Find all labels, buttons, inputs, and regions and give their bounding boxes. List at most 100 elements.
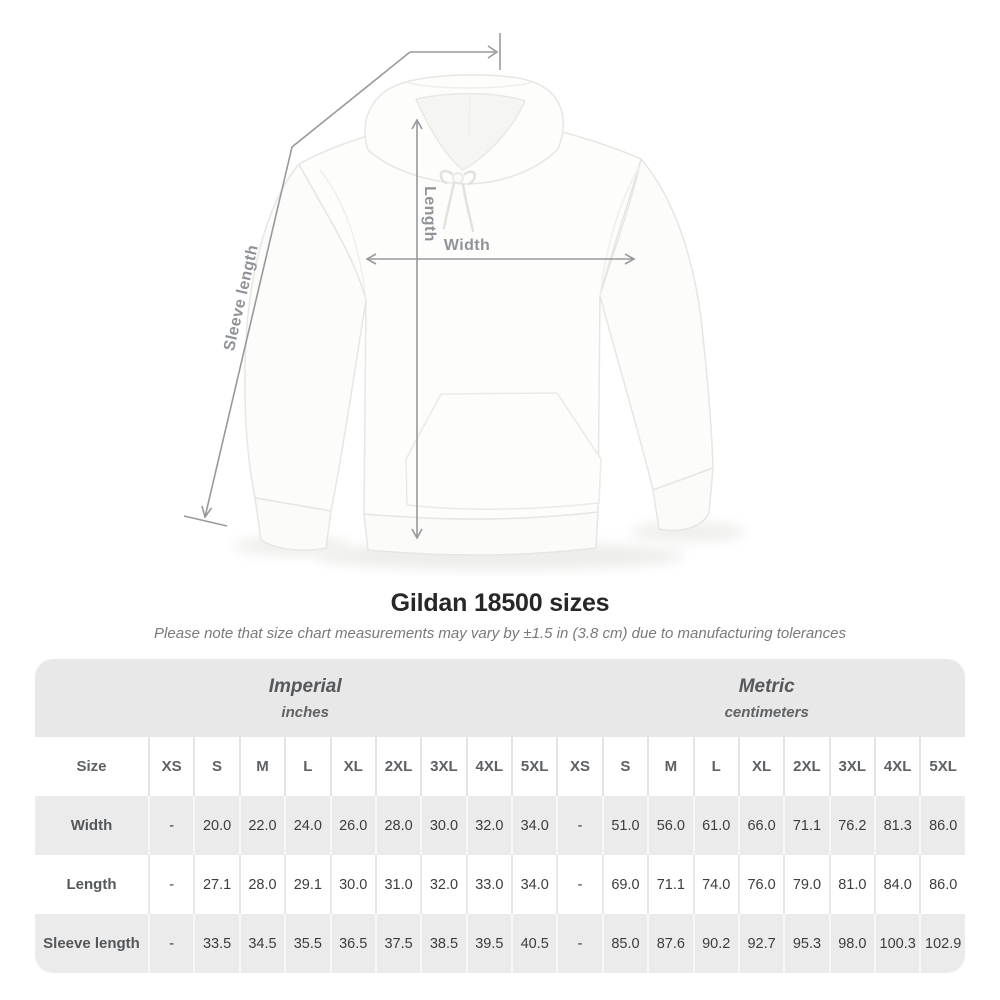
band-corner-cell bbox=[35, 659, 148, 737]
data-cell: 39.5 bbox=[465, 914, 511, 973]
size-col-metric-5xl: 5XL bbox=[919, 737, 965, 796]
imperial-title: Imperial bbox=[268, 675, 342, 697]
data-cell: - bbox=[556, 796, 602, 855]
data-cell: 35.5 bbox=[284, 914, 330, 973]
size-col-metric-4xl: 4XL bbox=[874, 737, 920, 796]
width-label: Width bbox=[443, 237, 491, 254]
data-cell: 71.1 bbox=[783, 796, 829, 855]
size-col-metric-s: S bbox=[601, 737, 648, 796]
sleeve-length-arrow bbox=[183, 33, 501, 527]
data-cell: 34.5 bbox=[238, 914, 285, 973]
data-cell: 26.0 bbox=[329, 796, 375, 855]
data-cell: - bbox=[556, 914, 602, 973]
imperial-subtitle: inches bbox=[281, 703, 329, 721]
data-cell: 32.0 bbox=[420, 855, 466, 914]
data-cell: 33.5 bbox=[193, 914, 239, 973]
data-cell: 86.0 bbox=[919, 796, 965, 855]
data-cell: 69.0 bbox=[601, 855, 648, 914]
page-title: Gildan 18500 sizes bbox=[390, 589, 610, 617]
size-chart-page: Sleeve length Length Width Gildan 18500 … bbox=[35, 33, 965, 973]
size-col-imperial-4xl: 4XL bbox=[465, 737, 511, 796]
data-cell: - bbox=[148, 914, 194, 973]
unit-band-row: Imperial inches Metric centimeters bbox=[35, 659, 965, 737]
data-cell: - bbox=[148, 855, 194, 914]
size-col-metric-xl: XL bbox=[737, 737, 784, 796]
data-cell: 100.3 bbox=[874, 914, 920, 973]
data-cell: 85.0 bbox=[601, 914, 648, 973]
tolerance-note: Please note that size chart measurements… bbox=[154, 625, 846, 642]
size-col-metric-2xl: 2XL bbox=[783, 737, 829, 796]
data-cell: 28.0 bbox=[238, 855, 285, 914]
data-cell: 90.2 bbox=[692, 914, 738, 973]
data-cell: 92.7 bbox=[737, 914, 784, 973]
data-cell: 22.0 bbox=[238, 796, 285, 855]
table-row-width: Width -20.0 22.0 24.0 26.0 28.0 30.0 32.0 34.0-5… bbox=[35, 796, 965, 855]
data-cell: 71.1 bbox=[647, 855, 693, 914]
data-cell: 34.0 bbox=[511, 855, 557, 914]
table-row-length: Length -27.1 28.0 29.1 30.0 31.0 32.0 33.0 34.0-… bbox=[35, 855, 965, 914]
data-cell: 37.5 bbox=[374, 914, 421, 973]
data-cell: - bbox=[556, 855, 602, 914]
metric-header: Metric centimeters bbox=[556, 659, 965, 737]
row-label: Width bbox=[35, 796, 148, 855]
size-col-metric-m: M bbox=[647, 737, 693, 796]
data-cell: 56.0 bbox=[647, 796, 693, 855]
hoodie-sleeves bbox=[244, 157, 714, 551]
size-col-imperial-3xl: 3XL bbox=[420, 737, 466, 796]
data-cell: 81.3 bbox=[874, 796, 920, 855]
size-col-metric-l: L bbox=[692, 737, 738, 796]
data-cell: 76.0 bbox=[737, 855, 784, 914]
data-cell: 33.0 bbox=[465, 855, 511, 914]
metric-subtitle: centimeters bbox=[724, 703, 809, 721]
data-cell: 61.0 bbox=[692, 796, 738, 855]
length-label: Length bbox=[421, 186, 438, 242]
row-label: Sleeve length bbox=[35, 914, 148, 973]
data-cell: 86.0 bbox=[919, 855, 965, 914]
data-cell: 34.0 bbox=[511, 796, 557, 855]
size-col-imperial-2xl: 2XL bbox=[374, 737, 421, 796]
data-cell: 87.6 bbox=[647, 914, 693, 973]
data-cell: 27.1 bbox=[193, 855, 239, 914]
data-cell: 84.0 bbox=[874, 855, 920, 914]
data-cell: 31.0 bbox=[374, 855, 421, 914]
size-table: Imperial inches Metric centimeters Size bbox=[35, 659, 965, 973]
data-cell: 98.0 bbox=[828, 914, 874, 973]
table-body: Width -20.0 22.0 24.0 26.0 28.0 30.0 32.0 34.0-5… bbox=[35, 796, 965, 973]
table-row-sleeve-length: Sleeve length -33.5 34.5 35.5 36.5 37.5 38.5 39… bbox=[35, 914, 965, 973]
data-cell: 79.0 bbox=[783, 855, 829, 914]
hoodie-drawstrings bbox=[439, 169, 477, 233]
data-cell: 30.0 bbox=[420, 796, 466, 855]
size-col-imperial-s: S bbox=[193, 737, 239, 796]
hoodie-pocket bbox=[405, 392, 602, 511]
data-cell: 102.9 bbox=[919, 914, 965, 973]
data-cell: 66.0 bbox=[737, 796, 784, 855]
hoodie-diagram: Sleeve length Length Width bbox=[183, 33, 746, 570]
length-arrow bbox=[411, 118, 423, 540]
hoodie-illustration bbox=[183, 33, 746, 570]
data-cell: 38.5 bbox=[420, 914, 466, 973]
metric-title: Metric bbox=[738, 675, 795, 697]
size-col-metric-xs: XS bbox=[556, 737, 602, 796]
data-cell: 20.0 bbox=[193, 796, 239, 855]
data-cell: 36.5 bbox=[329, 914, 375, 973]
width-arrow bbox=[365, 253, 636, 265]
data-cell: 95.3 bbox=[783, 914, 829, 973]
size-col-imperial-m: M bbox=[238, 737, 285, 796]
data-cell: - bbox=[148, 796, 194, 855]
data-cell: 51.0 bbox=[601, 796, 648, 855]
data-cell: 30.0 bbox=[329, 855, 375, 914]
row-label: Length bbox=[35, 855, 148, 914]
size-col-imperial-5xl: 5XL bbox=[511, 737, 557, 796]
imperial-header: Imperial inches bbox=[148, 659, 557, 737]
data-cell: 74.0 bbox=[692, 855, 738, 914]
size-header-row: Size XS S M L XL 2XL 3XL 4XL 5XL XS S M L XL 2XL 3XL 4XL… bbox=[35, 737, 965, 796]
size-col-imperial-xs: XS bbox=[148, 737, 194, 796]
size-col-metric-3xl: 3XL bbox=[828, 737, 874, 796]
size-table-grid: Imperial inches Metric centimeters Size bbox=[35, 659, 965, 973]
data-cell: 28.0 bbox=[374, 796, 421, 855]
size-header-cell: Size bbox=[35, 737, 148, 796]
size-col-imperial-l: L bbox=[284, 737, 330, 796]
data-cell: 24.0 bbox=[284, 796, 330, 855]
data-cell: 29.1 bbox=[284, 855, 330, 914]
data-cell: 81.0 bbox=[828, 855, 874, 914]
